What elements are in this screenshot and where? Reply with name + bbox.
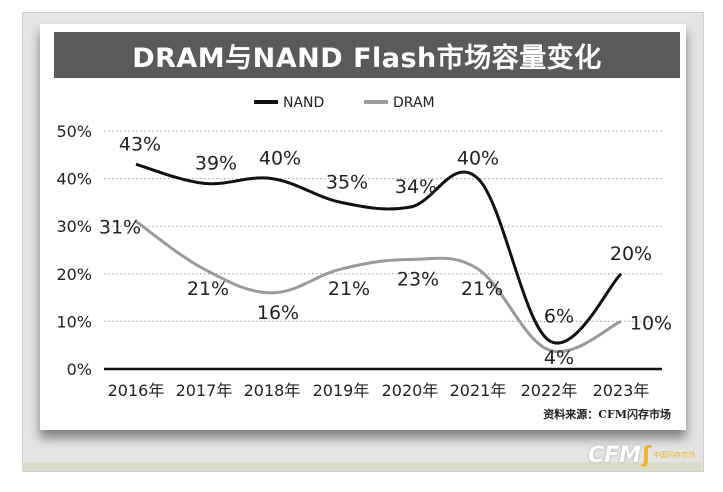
nand-data-label: 20%: [610, 243, 652, 265]
source-note: 资料来源：CFM闪存市场: [543, 408, 671, 421]
logo-swoosh-icon: ʃ: [642, 442, 652, 468]
y-tick-label: 10%: [56, 312, 92, 331]
nand-series-line: [135, 162, 623, 345]
y-tick-label: 30%: [56, 217, 92, 236]
x-tick-label: 2016年: [108, 381, 165, 400]
dram-series-line: [135, 220, 622, 354]
legend-nand-label: NAND: [283, 95, 324, 111]
dram-data-label: 10%: [630, 312, 672, 334]
nand-data-label: 35%: [326, 171, 368, 193]
nand-data-label: 40%: [457, 148, 499, 170]
x-tick-label: 2020年: [382, 381, 439, 400]
nand-data-label: 6%: [544, 305, 574, 327]
chart-card: [40, 24, 686, 430]
y-tick-label: 40%: [56, 170, 92, 189]
x-tick-label: 2022年: [521, 381, 578, 400]
nand-data-label: 39%: [195, 152, 237, 174]
y-tick-label: 0%: [67, 360, 92, 379]
x-tick-label: 2017年: [176, 381, 233, 400]
nand-data-label: 34%: [395, 176, 437, 198]
nand-data-label: 43%: [119, 133, 161, 155]
bottom-strip: [22, 462, 702, 471]
logo-mark: 中国闪存市场: [653, 451, 696, 459]
logo-text: CFM: [588, 442, 642, 468]
legend-dram-label: DRAM: [393, 95, 435, 111]
dram-data-label: 23%: [397, 269, 439, 291]
dram-data-label: 4%: [544, 347, 574, 369]
y-tick-label: 20%: [56, 265, 92, 284]
y-tick-label: 50%: [56, 122, 92, 141]
chart-title: DRAM与NAND Flash市场容量变化: [54, 32, 680, 78]
dram-data-label: 16%: [257, 302, 299, 324]
dram-data-label: 21%: [461, 278, 503, 300]
x-tick-label: 2021年: [450, 381, 507, 400]
dram-data-label: 21%: [187, 278, 229, 300]
nand-data-label: 40%: [259, 148, 301, 170]
dram-data-label: 31%: [99, 216, 141, 238]
cfm-logo: CFM ʃ 中国闪存市场: [588, 440, 698, 470]
x-tick-label: 2018年: [244, 381, 301, 400]
x-tick-label: 2019年: [313, 381, 370, 400]
x-tick-label: 2023年: [593, 381, 650, 400]
dram-data-label: 21%: [328, 278, 370, 300]
